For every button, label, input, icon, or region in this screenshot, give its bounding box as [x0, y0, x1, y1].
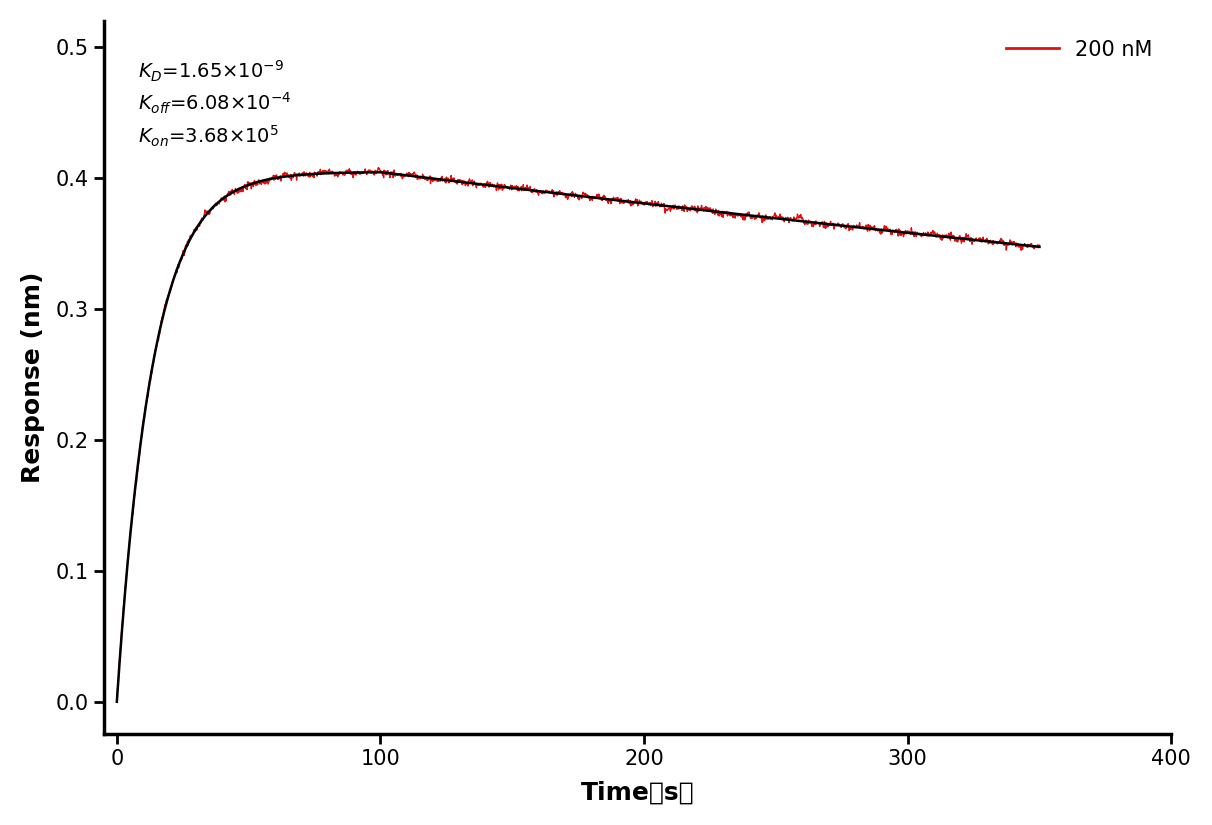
Text: $K_{off}$=6.08×10$^{-4}$: $K_{off}$=6.08×10$^{-4}$	[138, 92, 292, 116]
Y-axis label: Response (nm): Response (nm)	[21, 272, 45, 483]
Text: $K_D$=1.65×10$^{-9}$: $K_D$=1.65×10$^{-9}$	[138, 59, 284, 83]
Legend: 200 nM: 200 nM	[999, 31, 1161, 68]
X-axis label: Time（s）: Time（s）	[581, 780, 694, 804]
Text: $K_{on}$=3.68×10$^{5}$: $K_{on}$=3.68×10$^{5}$	[138, 124, 279, 149]
